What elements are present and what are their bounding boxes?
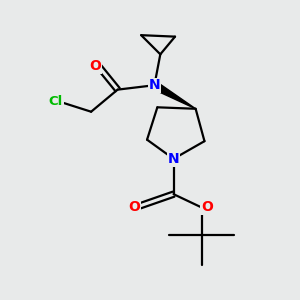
- Text: N: N: [148, 78, 160, 92]
- Text: O: O: [201, 200, 213, 214]
- Text: N: N: [168, 152, 179, 166]
- Polygon shape: [152, 82, 196, 109]
- Text: O: O: [89, 59, 101, 73]
- Text: O: O: [128, 200, 140, 214]
- Text: Cl: Cl: [49, 95, 63, 108]
